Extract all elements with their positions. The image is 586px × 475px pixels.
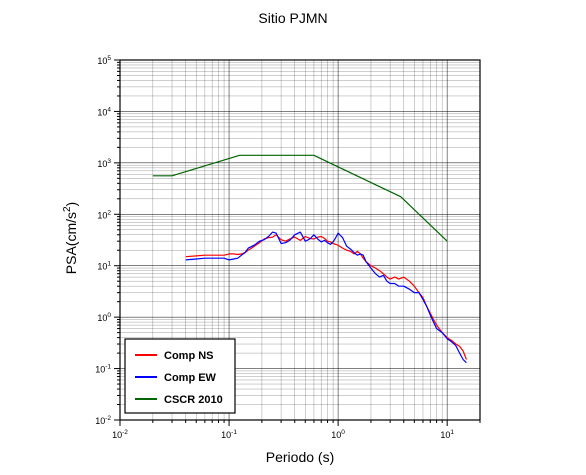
tick-label-exponent: -2 [122,429,128,436]
tick-label-base: 10 [112,430,122,440]
tick-label-base: 10 [95,416,105,426]
tick-label-base: 10 [97,107,107,117]
tick-label-exponent: 3 [107,158,111,165]
legend-label: Comp EW [164,372,217,384]
y-tick-label: 102 [97,209,111,220]
x-axis-label: Periodo (s) [265,449,335,465]
y-axis-label: PSA(cm/s2) [62,202,79,274]
legend-label: CSCR 2010 [164,394,223,406]
axis-ticks [114,59,481,426]
tick-label-exponent: -1 [105,364,111,371]
tick-label-base: 10 [97,159,107,169]
series-line-2 [185,231,467,364]
y-tick-label: 10-1 [95,364,111,375]
tick-label-base: 10 [331,430,341,440]
legend: Comp NS Comp EW CSCR 2010 [124,338,236,414]
tick-label-base: 10 [221,430,231,440]
y-tick-label: 104 [97,106,111,117]
x-tick-label: 10-1 [221,429,237,440]
tick-label-exponent: -2 [105,415,111,422]
tick-label-base: 10 [97,210,107,220]
tick-label-exponent: 1 [450,429,454,436]
series-lines [152,154,467,364]
y-tick-label: 100 [97,312,111,323]
tick-label-base: 10 [97,313,107,323]
legend-label: Comp NS [164,350,214,362]
chart-title: Sitio PJMN [258,10,328,26]
tick-label-exponent: 2 [107,209,111,216]
y-axis-label-base: PSA(cm/s [63,212,79,274]
y-tick-label: 101 [97,261,111,272]
y-tick-label: 10-2 [95,415,111,426]
y-axis-label-sup: 2 [62,206,73,212]
tick-label-exponent: 1 [107,261,111,268]
tick-label-base: 10 [440,430,450,440]
x-tick-label: 10-2 [112,429,128,440]
tick-label-exponent: -1 [231,429,237,436]
y-tick-label: 103 [97,158,111,169]
tick-label-exponent: 5 [107,55,111,62]
y-axis-label-end: ) [63,202,79,207]
tick-label-base: 10 [95,365,105,375]
tick-label-base: 10 [97,262,107,272]
y-tick-label: 105 [97,55,111,66]
series-line-3 [152,154,448,242]
tick-label-exponent: 0 [341,429,345,436]
series-line-1 [185,234,467,360]
tick-label-exponent: 0 [107,312,111,319]
x-tick-label: 100 [331,429,345,440]
tick-label-exponent: 4 [107,106,111,113]
tick-label-base: 10 [97,56,107,66]
plot-frame [119,59,481,421]
x-tick-label: 101 [440,429,454,440]
